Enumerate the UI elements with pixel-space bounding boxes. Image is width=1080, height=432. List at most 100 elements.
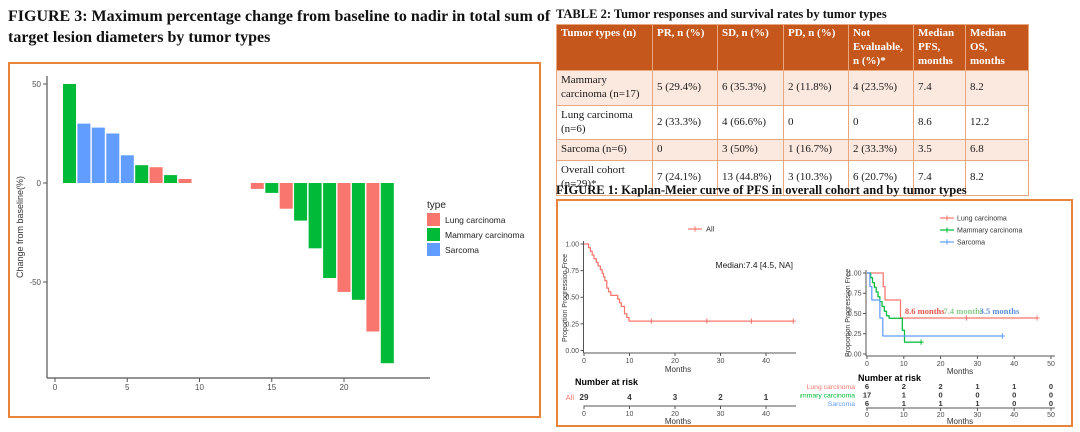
tumor-response-table: Tumor types (n) PR, n (%) SD, n (%) PD, n (…: [556, 23, 1029, 196]
waterfall-bar: [164, 175, 178, 183]
table-row: Lung carcinoma (n=6) 2 (33.3%) 4 (66.6%) 0 0…: [556, 104, 1029, 141]
table-cell: 3.5: [913, 139, 966, 161]
column-header: Tumor types (n): [556, 23, 653, 72]
risk-value: 2: [718, 393, 723, 402]
risk-value: 0: [1012, 391, 1016, 400]
risk-row-label: All: [566, 393, 575, 402]
svg-text:Months: Months: [947, 417, 973, 425]
svg-text:30: 30: [974, 361, 982, 368]
waterfall-bar: [279, 183, 293, 209]
risk-value: 3: [673, 393, 678, 402]
table-cell: 6.8: [965, 139, 1029, 161]
table-row: Mammary carcinoma (n=17) 5 (29.4%) 6 (35.3…: [556, 70, 1029, 106]
svg-text:0.00: 0.00: [848, 351, 862, 358]
svg-text:0.50: 0.50: [565, 295, 579, 302]
svg-text:0: 0: [37, 179, 42, 188]
column-header: PR, n (%): [652, 23, 718, 72]
svg-text:10: 10: [626, 411, 634, 418]
table-row: Overall cohort (n=29)* 7 (24.1%) 13 (44.8%…: [556, 160, 1029, 196]
svg-text:1.00: 1.00: [848, 270, 862, 277]
risk-value: 1: [764, 393, 769, 402]
table-cell: 2 (33.3%): [848, 139, 914, 161]
table-cell: 12.2: [965, 104, 1029, 141]
risk-value: 6: [865, 382, 869, 391]
waterfall-bar: [294, 183, 308, 221]
waterfall-bar: [91, 127, 105, 183]
median-annotation: 8.6 months: [905, 306, 945, 316]
svg-text:0.75: 0.75: [565, 268, 579, 275]
svg-text:20: 20: [671, 358, 679, 365]
y-axis-label: Proportion Progression Free: [562, 254, 569, 342]
table-cell: 8.2: [965, 160, 1029, 196]
table-cell: 2 (11.8%): [783, 70, 849, 106]
risk-value: 0: [939, 391, 943, 400]
figure1-title: FIGURE 1: Kaplan-Meier curve of PFS in o…: [556, 183, 967, 197]
table-header: Tumor types (n) PR, n (%) SD, n (%) PD, n (…: [556, 23, 1029, 72]
svg-text:40: 40: [762, 358, 770, 365]
waterfall-bar: [63, 84, 76, 183]
table-row: Sarcoma (n=6) 0 3 (50%) 1 (16.7%) 2 (33.3%) 3…: [556, 139, 1029, 161]
svg-text:0.25: 0.25: [565, 321, 579, 328]
risk-value: 2: [939, 382, 943, 391]
svg-text:50: 50: [32, 80, 41, 89]
y-axis-label: Change from baseline(%): [15, 176, 25, 278]
waterfall-legend: type Lung carcinoma Mammary carcinoma Sarco…: [427, 200, 525, 256]
figure3-title: FIGURE 3: Maximum percentage change from…: [8, 8, 551, 47]
risk-row-label: Lung carcinoma: [807, 384, 856, 391]
figure1-panel: All 1.00 0.75 0.50 0.25 0.00 0 10 20 30 40 Months Pr…: [556, 199, 1073, 427]
risk-value: 1: [1012, 382, 1016, 391]
waterfall-bar: [380, 183, 394, 364]
km-curve: [867, 272, 922, 343]
km-bytype-axes: 1.00 0.75 0.50 0.25 0.000 10 20 30 40 50 Months Pro…: [845, 269, 1055, 376]
legend-label: Lung carcinoma: [957, 215, 1007, 222]
censor-mark: [944, 239, 950, 245]
censor-mark: [944, 215, 950, 221]
risk-value: 29: [580, 393, 589, 402]
censor-mark: [1034, 315, 1040, 321]
waterfall-bar: [323, 183, 337, 278]
risk-row-label: Mammary carcinoma: [800, 393, 855, 400]
censor-mark: [790, 318, 796, 324]
median-annotation: 7.4 months: [944, 306, 984, 316]
censor-mark: [918, 339, 924, 345]
waterfall-bar: [337, 183, 351, 292]
waterfall-bar: [77, 123, 91, 183]
svg-text:-50: -50: [29, 278, 41, 287]
median-annotation: Median:7.4 [4.5, NA]: [716, 260, 794, 270]
column-header: PD, n (%): [783, 23, 849, 72]
svg-text:0.25: 0.25: [848, 331, 862, 338]
waterfall-bar: [135, 165, 149, 183]
column-header: Median OS, months: [965, 23, 1029, 72]
table-cell: 3 (10.3%): [783, 160, 849, 196]
table-cell: 4 (23.5%): [848, 70, 914, 106]
svg-text:0.75: 0.75: [848, 291, 862, 298]
table-cell: 3 (50%): [717, 139, 784, 161]
waterfall-plot-area: [63, 84, 394, 364]
censor-mark: [999, 333, 1006, 339]
waterfall-axes: 50 0 -50 0 5 10 15 20 Change from baseline(%): [15, 76, 430, 392]
svg-text:0.00: 0.00: [565, 348, 579, 355]
svg-text:10: 10: [900, 361, 908, 368]
table-cell: 8.6: [913, 104, 966, 141]
column-header: Median PFS, months: [913, 23, 966, 72]
y-axis-label: Proportion Progression Free: [845, 269, 852, 357]
risk-value: 1: [902, 399, 906, 408]
censor-mark: [704, 318, 710, 324]
waterfall-bar: [351, 183, 365, 300]
risk-value: 4: [627, 393, 632, 402]
risk-value: 17: [863, 391, 871, 400]
svg-text:50: 50: [1047, 412, 1055, 419]
svg-text:10: 10: [195, 383, 204, 392]
legend-swatch: [427, 228, 440, 241]
censor-mark: [692, 226, 698, 232]
km-curve: [867, 272, 1037, 319]
svg-text:5: 5: [125, 383, 130, 392]
column-header: SD, n (%): [717, 23, 784, 72]
svg-text:20: 20: [937, 361, 945, 368]
waterfall-bar: [308, 183, 322, 249]
table-cell: 0: [652, 139, 718, 161]
